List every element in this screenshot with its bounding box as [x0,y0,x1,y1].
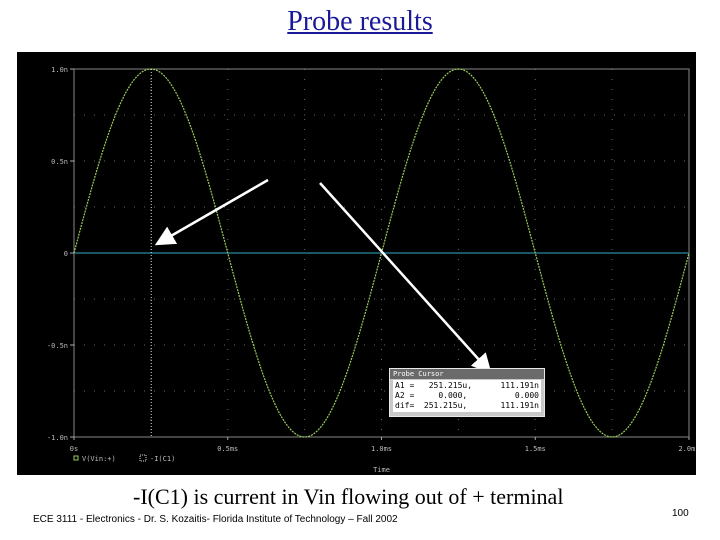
y-tick-label: 1.0n [51,66,68,74]
probe-plot-window: 1.0n 0.5n 0 -0.5n -1.0n 0s 0.5ms 1.0ms 1.5ms 2.0m… [17,52,696,475]
cursor-row-label: A2 = 0.000, [395,391,468,400]
page-number: 100 [672,508,689,519]
trace-annotation-label: -I(C1) [269,156,314,176]
probe-cursor-dialog[interactable]: Probe Cursor A1 = 251.215u, 111.191n A2 … [389,368,545,417]
cursor-row-a2: A2 = 0.000, 0.000 [395,391,539,401]
cursor-row-value: 111.191n [500,381,539,390]
legend-marker-ic1 [139,454,147,462]
cursor-row-a1: A1 = 251.215u, 111.191n [395,381,539,391]
cursor-row-label: dif= 251.215u, [395,401,468,410]
plot-traces [73,68,690,438]
x-tick-label: 0s [70,445,78,453]
cursor-row-value: 0.000 [514,391,539,400]
cursor-row-dif: dif= 251.215u, 111.191n [395,401,539,411]
cursor-row-value: 111.191n [500,401,539,410]
x-tick-label: 1.0ms [371,445,392,453]
x-tick-label: 2.0ms [678,445,696,453]
x-axis-label: Time [373,466,390,474]
x-tick-label: 1.5ms [525,445,546,453]
y-tick-label: 0 [64,250,68,258]
slide-caption: -I(C1) is current in Vin flowing out of … [133,484,564,509]
legend-entry-vin: V(Vin:+) [82,455,116,463]
x-tick-label: 0.5ms [217,445,238,453]
y-tick-label: 0.5n [51,158,68,166]
probe-cursor-readout: A1 = 251.215u, 111.191n A2 = 0.000, 0.00… [393,380,541,412]
legend-entry-ic1: -I(C1) [150,455,175,463]
plot-legend: V(Vin:+) -I(C1) [73,454,175,463]
slide-title: Probe results [287,6,433,37]
slide-footer: ECE 3111 - Electronics - Dr. S. Kozaitis… [33,514,398,525]
legend-marker-vin [73,455,79,461]
probe-cursor-title: Probe Cursor [390,369,544,379]
y-tick-label: -1.0n [47,434,68,442]
rout-annotation-line1: Rout = 1mV/111nA [500,93,643,113]
y-tick-label: -0.5n [47,342,68,350]
cursor-row-label: A1 = 251.215u, [395,381,473,390]
rout-annotation-line2: = 9KΩ [540,120,591,140]
